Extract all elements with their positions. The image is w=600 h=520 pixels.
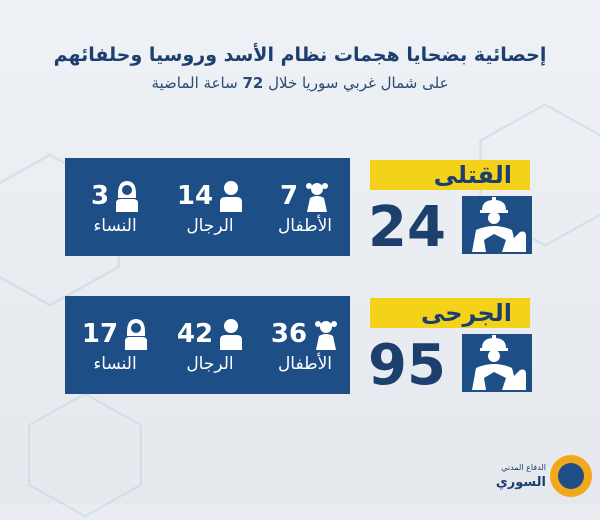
killed-women-label: النساء [70, 216, 160, 236]
woman-icon [124, 318, 148, 350]
injured-women-label: النساء [70, 354, 160, 374]
injured-label: الجرحى [370, 298, 530, 328]
injured-men-count: 42 [177, 319, 213, 349]
page-subtitle: على شمال غربي سوريا خلال 72 ساعة الماضية [0, 74, 600, 92]
killed-icon-box [462, 196, 532, 254]
rescuer-icon [462, 334, 532, 392]
woman-icon [115, 180, 139, 212]
logo-line2: السوري [496, 475, 546, 490]
logo-emblem [550, 455, 592, 497]
killed-men: 14 الرجال [165, 178, 255, 236]
injured-icon-box [462, 334, 532, 392]
injured-children: 36 الأطفال [260, 316, 350, 374]
killed-men-count: 14 [177, 181, 213, 211]
injured-breakdown-panel: 36 الأطفال 42 الرجال 17 ا [65, 296, 350, 394]
killed-breakdown-panel: 7 الأطفال 14 الرجال 3 الن [65, 158, 350, 256]
subtitle-post: ساعة الماضية [151, 74, 237, 92]
injured-children-label: الأطفال [260, 354, 350, 374]
injured-women: 17 النساء [70, 316, 160, 374]
killed-label: القتلى [370, 160, 530, 190]
injured-men-label: الرجال [165, 354, 255, 374]
injured-total: 95 [368, 336, 450, 396]
subtitle-pre: على شمال غربي سوريا خلال [268, 74, 448, 92]
hexagon-decoration [20, 390, 150, 520]
injured-women-count: 17 [82, 319, 118, 349]
child-icon [313, 318, 339, 350]
subtitle-hours: 72 [242, 74, 263, 92]
killed-men-label: الرجال [165, 216, 255, 236]
killed-children-count: 7 [280, 181, 298, 211]
child-icon [304, 180, 330, 212]
killed-children-label: الأطفال [260, 216, 350, 236]
man-icon [219, 318, 243, 350]
rescuer-icon [462, 196, 532, 254]
page-title: إحصائية بضحايا هجمات نظام الأسد وروسيا و… [0, 44, 600, 66]
killed-total: 24 [368, 198, 450, 258]
logo-line1: الدفاع المدني [501, 463, 546, 472]
injured-children-count: 36 [271, 319, 307, 349]
killed-women-count: 3 [91, 181, 109, 211]
injured-men: 42 الرجال [165, 316, 255, 374]
white-helmets-logo: الدفاع المدني السوري [504, 455, 592, 497]
killed-women: 3 النساء [70, 178, 160, 236]
man-icon [219, 180, 243, 212]
killed-children: 7 الأطفال [260, 178, 350, 236]
